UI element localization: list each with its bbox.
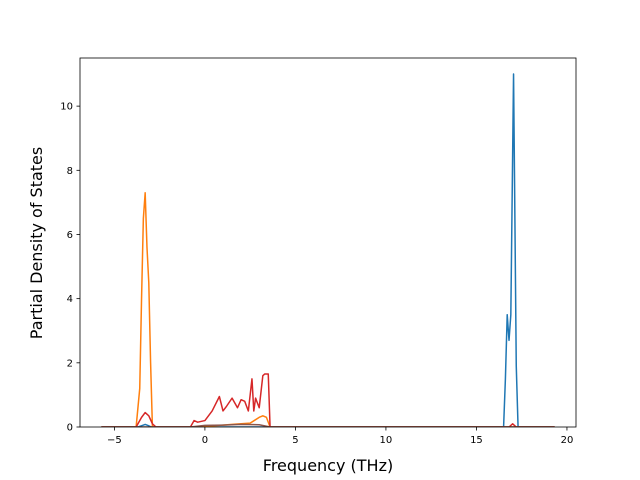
y-tick-label: 8 [67, 166, 73, 177]
y-tick-label: 2 [67, 358, 73, 369]
y-tick-label: 10 [60, 102, 73, 113]
x-tick-label: 10 [380, 435, 393, 446]
y-tick-label: 0 [67, 423, 73, 434]
x-axis: −5 0 5 10 15 20 [107, 427, 573, 446]
x-tick-label: 15 [470, 435, 483, 446]
series-line-1 [100, 73, 556, 427]
y-tick-label: 6 [67, 230, 73, 241]
y-axis: 0 2 4 6 8 10 [60, 102, 80, 434]
x-tick-label: −5 [107, 435, 122, 446]
x-tick-label: 5 [292, 435, 298, 446]
x-tick-label: 0 [202, 435, 208, 446]
plot-area [100, 73, 556, 427]
x-axis-label: Frequency (THz) [263, 456, 393, 475]
plot-frame [79, 57, 577, 428]
x-tick-label: 20 [561, 435, 574, 446]
series-line-2 [100, 192, 556, 427]
y-axis-label: Partial Density of States [27, 147, 46, 339]
series-line-3 [100, 373, 556, 427]
y-tick-label: 4 [67, 294, 73, 305]
